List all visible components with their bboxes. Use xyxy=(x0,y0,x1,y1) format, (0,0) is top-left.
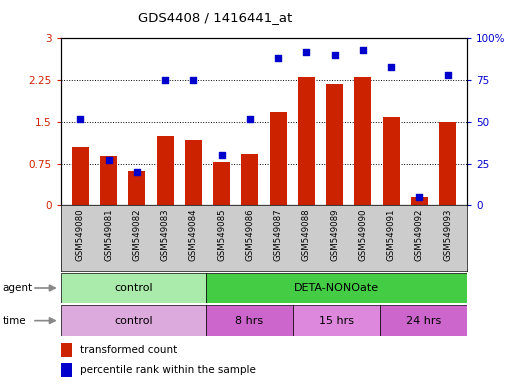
Point xyxy=(189,77,197,83)
Text: GSM549087: GSM549087 xyxy=(274,208,282,261)
Text: control: control xyxy=(114,283,153,293)
FancyBboxPatch shape xyxy=(206,305,293,336)
FancyBboxPatch shape xyxy=(293,305,380,336)
Bar xyxy=(270,112,287,205)
Text: transformed count: transformed count xyxy=(80,345,177,355)
FancyBboxPatch shape xyxy=(206,273,467,303)
Text: agent: agent xyxy=(3,283,33,293)
FancyBboxPatch shape xyxy=(61,305,206,336)
Bar xyxy=(326,84,343,205)
Point xyxy=(246,116,254,122)
Point xyxy=(76,116,84,122)
Text: GSM549082: GSM549082 xyxy=(133,208,142,261)
Bar xyxy=(185,140,202,205)
Point xyxy=(302,49,310,55)
Point xyxy=(387,64,395,70)
Text: time: time xyxy=(3,316,26,326)
Text: 8 hrs: 8 hrs xyxy=(235,316,263,326)
Text: GSM549090: GSM549090 xyxy=(359,208,367,261)
Bar xyxy=(100,156,117,205)
Text: percentile rank within the sample: percentile rank within the sample xyxy=(80,365,256,375)
Point xyxy=(359,47,367,53)
Point xyxy=(331,52,339,58)
Bar xyxy=(128,171,145,205)
Text: control: control xyxy=(114,316,153,326)
Point xyxy=(274,55,282,61)
Bar xyxy=(72,147,89,205)
Bar xyxy=(383,118,400,205)
Bar xyxy=(298,78,315,205)
Text: GDS4408 / 1416441_at: GDS4408 / 1416441_at xyxy=(138,12,293,25)
Point xyxy=(415,194,423,200)
Bar xyxy=(61,343,72,357)
Text: GSM549085: GSM549085 xyxy=(217,208,226,261)
Text: 24 hrs: 24 hrs xyxy=(406,316,441,326)
Point xyxy=(161,77,169,83)
Bar xyxy=(61,363,72,377)
Bar xyxy=(354,78,371,205)
Text: GSM549081: GSM549081 xyxy=(104,208,113,261)
FancyBboxPatch shape xyxy=(61,273,206,303)
FancyBboxPatch shape xyxy=(380,305,467,336)
Text: GSM549083: GSM549083 xyxy=(161,208,169,261)
Text: 15 hrs: 15 hrs xyxy=(319,316,354,326)
Text: GSM549093: GSM549093 xyxy=(443,208,452,261)
Text: GSM549092: GSM549092 xyxy=(415,208,424,261)
Bar xyxy=(157,136,174,205)
Text: GSM549084: GSM549084 xyxy=(189,208,198,261)
Point xyxy=(218,152,226,158)
Text: GSM549091: GSM549091 xyxy=(386,208,395,261)
Point xyxy=(444,72,452,78)
Text: GSM549080: GSM549080 xyxy=(76,208,85,261)
Bar xyxy=(439,122,456,205)
Bar xyxy=(411,197,428,205)
Text: GSM549089: GSM549089 xyxy=(330,208,339,261)
Text: DETA-NONOate: DETA-NONOate xyxy=(294,283,379,293)
Point xyxy=(105,157,113,164)
Bar xyxy=(213,162,230,205)
Text: GSM549088: GSM549088 xyxy=(302,208,311,261)
Bar xyxy=(241,154,258,205)
Point xyxy=(133,169,141,175)
Text: GSM549086: GSM549086 xyxy=(246,208,254,261)
